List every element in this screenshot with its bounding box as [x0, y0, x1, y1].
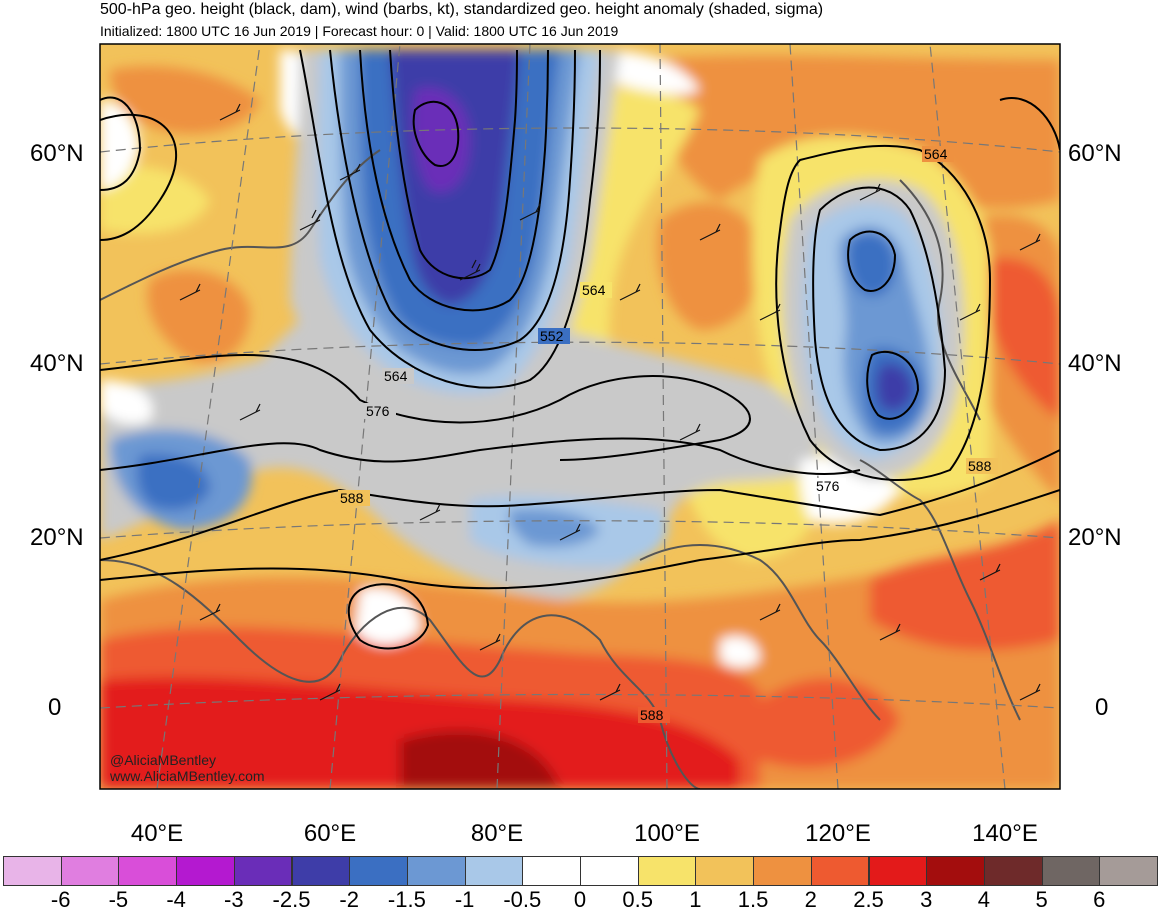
- colorbar-label: -4: [166, 887, 186, 912]
- lat-label-20n-left: 20°N: [30, 524, 84, 551]
- colorbar-swatch: [464, 856, 524, 886]
- colorbar-swatch: [926, 856, 985, 886]
- colorbar-label: -3: [224, 887, 244, 912]
- colorbar-swatch: [349, 856, 408, 886]
- lat-label-60n-right: 60°N: [1068, 140, 1122, 167]
- lat-label-0-right: 0: [1095, 694, 1109, 721]
- colorbar-swatch: [60, 856, 120, 886]
- colorbar-swatch: [118, 856, 178, 886]
- colorbar-label: -2: [339, 887, 359, 912]
- contour-label: 588: [640, 707, 664, 723]
- lat-label-40n-left: 40°N: [30, 350, 84, 377]
- colorbar-label: 5: [1035, 887, 1048, 912]
- colorbar-swatch: [176, 856, 235, 886]
- lon-label-140e: 140°E: [972, 820, 1038, 847]
- colorbar-label: 0: [573, 887, 587, 912]
- contour-labels: 564 564 552 564 576 588 576 588 588: [338, 146, 998, 723]
- lon-label-120e: 120°E: [805, 820, 871, 847]
- lon-label-40e: 40°E: [130, 820, 184, 847]
- lon-label-60e: 60°E: [303, 820, 357, 847]
- contour-label: 576: [816, 478, 840, 494]
- lon-label-100e: 100°E: [634, 820, 700, 847]
- lat-label-20n-right: 20°N: [1068, 524, 1122, 551]
- coastlines: [100, 149, 1021, 789]
- contour-label: 576: [366, 403, 390, 419]
- watermark-handle: @AliciaMBentley: [110, 752, 217, 768]
- colorbar-label: -1.5: [387, 887, 426, 912]
- colorbar-swatch: [637, 856, 697, 886]
- colorbar-swatch: [291, 856, 351, 886]
- map-title: 500-hPa geo. height (black, dam), wind (…: [100, 1, 824, 18]
- map-frame: [99, 43, 1061, 790]
- colorbar-swatch: [1099, 856, 1158, 886]
- colorbar-swatch: [580, 856, 639, 886]
- contour-label: 564: [924, 146, 948, 162]
- lat-label-0-left: 0: [48, 694, 62, 721]
- height-contours: [100, 49, 1060, 650]
- anomaly-shading: [100, 44, 1060, 789]
- colorbar-swatch: [406, 856, 466, 886]
- colorbar-label: -6: [50, 887, 71, 912]
- wind-barbs: [179, 103, 1041, 701]
- colorbar-swatch: [233, 856, 293, 886]
- contour-label: 564: [582, 282, 606, 298]
- colorbar-label: 1: [689, 887, 702, 912]
- colorbar-label: 2: [804, 887, 817, 912]
- lat-label-40n-right: 40°N: [1068, 350, 1122, 377]
- colorbar-label: -1: [454, 887, 475, 912]
- colorbar-swatch: [810, 856, 870, 886]
- colorbar-label: -0.5: [503, 887, 542, 912]
- colorbar-swatch: [868, 856, 928, 886]
- contour-label: 552: [540, 328, 564, 344]
- colorbar-label: 6: [1093, 887, 1106, 912]
- colorbar-label: 4: [977, 887, 991, 912]
- colorbar-label: 0.5: [622, 887, 653, 912]
- contour-label: 588: [340, 490, 364, 506]
- colorbar-label: -2.5: [272, 887, 311, 912]
- colorbar-swatch: [1041, 856, 1101, 886]
- contour-label: 564: [384, 368, 408, 384]
- colorbar-label: 2.5: [853, 887, 884, 912]
- lon-label-80e: 80°E: [470, 820, 524, 847]
- colorbar-label: -5: [108, 887, 129, 912]
- colorbar-swatch: [522, 856, 581, 886]
- colorbar-swatch: [983, 856, 1043, 886]
- colorbar-label: 1.5: [737, 887, 769, 912]
- watermark-url: www.AliciaMBentley.com: [110, 768, 265, 784]
- colorbar-swatch: [753, 856, 812, 886]
- map-subtitle: Initialized: 1800 UTC 16 Jun 2019 | Fore…: [100, 23, 619, 39]
- lat-label-60n-left: 60°N: [30, 140, 84, 167]
- colorbar-swatch: [3, 856, 62, 886]
- contour-label: 588: [968, 458, 992, 474]
- colorbar-label: 3: [920, 887, 933, 912]
- colorbar-swatch: [695, 856, 755, 886]
